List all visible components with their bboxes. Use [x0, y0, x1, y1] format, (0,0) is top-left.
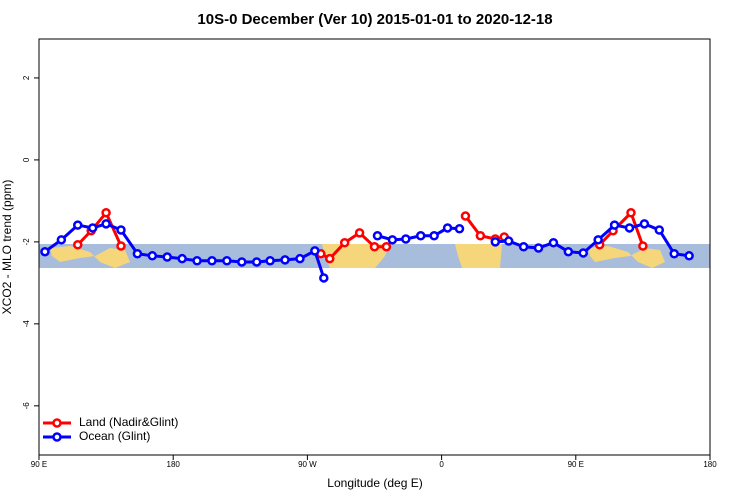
data-point — [654, 225, 665, 235]
data-point — [490, 237, 501, 247]
data-point — [116, 225, 126, 235]
data-point — [265, 255, 275, 266]
data-point — [372, 230, 383, 241]
data-point — [40, 246, 50, 257]
data-point — [609, 220, 620, 230]
x-tick-label: 180 — [167, 460, 181, 469]
x-tick-label: 90 E — [568, 460, 584, 469]
data-point — [548, 237, 559, 248]
data-point — [503, 236, 514, 246]
data-point — [578, 248, 589, 258]
data-point — [162, 252, 172, 262]
data-point — [73, 239, 83, 250]
x-tick-label: 180 — [703, 460, 717, 469]
data-point — [222, 255, 232, 266]
data-point — [638, 241, 648, 251]
y-tick-label: 0 — [22, 157, 31, 162]
plot-frame — [38, 38, 711, 456]
data-point — [460, 211, 471, 221]
data-point — [369, 242, 380, 252]
data-point — [442, 223, 453, 233]
series-line — [76, 209, 645, 261]
data-point — [280, 255, 290, 265]
data-point — [237, 257, 247, 267]
data-point — [207, 255, 217, 266]
data-point — [518, 242, 529, 252]
data-point — [639, 219, 650, 229]
legend-marker — [52, 432, 62, 442]
data-point — [626, 208, 636, 218]
y-tick-label: -6 — [22, 402, 31, 410]
legend-label: Land (Nadir&Glint) — [79, 415, 178, 429]
data-point — [401, 234, 411, 244]
y-axis-title: XCO2 - MLO trend (ppm) — [0, 180, 14, 315]
data-point — [192, 255, 202, 266]
data-point — [387, 235, 398, 245]
data-point — [310, 246, 320, 256]
data-point — [624, 223, 635, 233]
data-point — [56, 235, 67, 245]
data-point — [415, 230, 426, 241]
land-shape — [50, 246, 130, 268]
data-point — [354, 228, 365, 238]
data-point — [429, 230, 439, 241]
y-tick-label: -2 — [22, 238, 31, 246]
data-point — [295, 253, 305, 264]
data-point — [669, 249, 679, 259]
data-point — [147, 251, 158, 261]
y-tick-label: 2 — [22, 75, 31, 80]
land-shape — [455, 244, 502, 268]
data-point — [339, 237, 350, 248]
data-point — [101, 208, 111, 218]
data-point — [101, 219, 111, 229]
data-point — [381, 242, 392, 252]
land-shape — [588, 246, 665, 268]
data-point — [454, 224, 465, 234]
data-point — [116, 241, 126, 251]
data-point — [593, 235, 603, 245]
data-point — [475, 230, 486, 241]
x-tick-label: 0 — [439, 460, 444, 469]
legend-marker — [52, 418, 62, 428]
x-axis-title: Longitude (deg E) — [327, 476, 422, 490]
data-point — [73, 220, 83, 230]
x-tick-label: 90 E — [31, 460, 47, 469]
legend-label: Ocean (Glint) — [79, 429, 150, 443]
data-point — [325, 253, 335, 264]
data-point — [132, 249, 143, 259]
data-point — [87, 223, 98, 233]
data-point — [251, 257, 262, 267]
data-point — [563, 246, 574, 257]
chart-title: 10S-0 December (Ver 10) 2015-01-01 to 20… — [197, 11, 552, 28]
data-point — [684, 251, 694, 261]
x-tick-label: 90 W — [298, 460, 317, 469]
data-point — [177, 253, 187, 264]
data-point — [533, 243, 544, 253]
data-point — [319, 273, 329, 283]
y-tick-label: -4 — [22, 320, 31, 328]
